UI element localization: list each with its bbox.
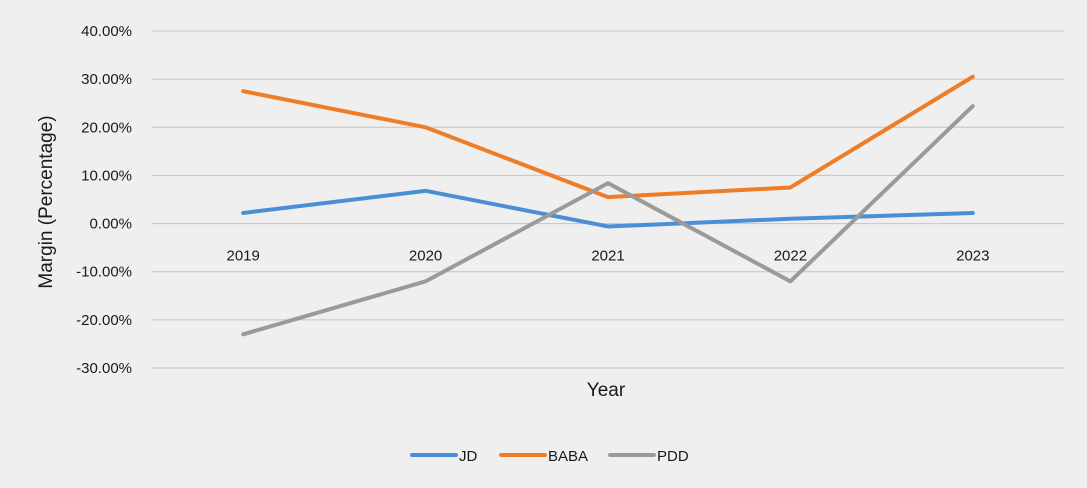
- y-tick-label: 30.00%: [81, 71, 132, 88]
- series-line-pdd: [241, 104, 975, 337]
- x-axis-title: Year: [587, 380, 626, 401]
- y-tick-label: 0.00%: [89, 216, 132, 233]
- y-tick-label: 20.00%: [81, 119, 132, 136]
- x-tick-label: 2020: [409, 248, 442, 265]
- y-tick-label: -30.00%: [76, 360, 132, 377]
- legend-label-jd: JD: [459, 448, 478, 465]
- x-tick-label: 2021: [591, 248, 624, 265]
- gridlines: [152, 30, 1064, 369]
- y-tick-label: -10.00%: [76, 264, 132, 281]
- series-lines: [241, 74, 975, 337]
- series-line-jd: [241, 188, 975, 229]
- series-line-baba: [241, 74, 975, 200]
- x-tick-label: 2022: [774, 248, 807, 265]
- legend-label-baba: BABA: [548, 448, 588, 465]
- x-axis-ticks: 2019 2020 2021 2022 2023: [227, 248, 990, 265]
- legend: JD BABA PDD: [410, 448, 689, 465]
- y-axis-title: Margin (Percentage): [36, 115, 57, 288]
- x-tick-label: 2019: [227, 248, 260, 265]
- y-tick-label: -20.00%: [76, 312, 132, 329]
- legend-label-pdd: PDD: [657, 448, 689, 465]
- y-tick-label: 40.00%: [81, 23, 132, 40]
- y-tick-label: 10.00%: [81, 167, 132, 184]
- y-axis-ticks: 40.00% 30.00% 20.00% 10.00% 0.00% -10.00% -20.…: [76, 23, 132, 377]
- x-tick-label: 2023: [956, 248, 989, 265]
